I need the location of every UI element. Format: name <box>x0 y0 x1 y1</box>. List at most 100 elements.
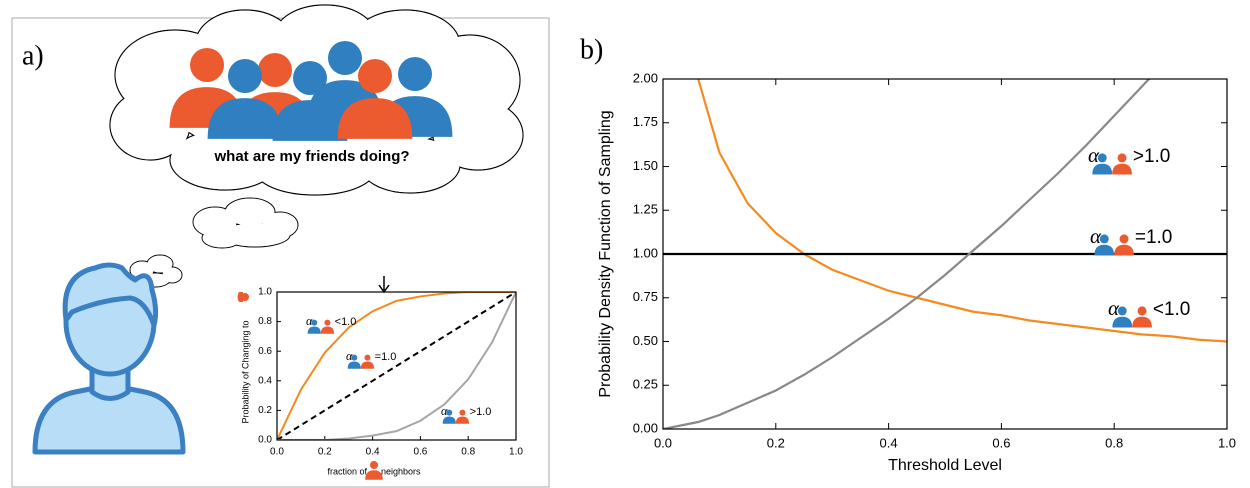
x-tick-label: 1.0 <box>1218 435 1236 450</box>
person-icon <box>1132 306 1152 328</box>
person-head <box>311 319 318 326</box>
x-tick-label: 0.2 <box>767 435 785 450</box>
person-body <box>455 416 470 424</box>
plot-frame <box>276 291 517 441</box>
y-tick-label: 1.00 <box>633 245 658 260</box>
x-tick-label: 0.0 <box>654 435 672 450</box>
annotation-text: >1.0 <box>470 406 492 418</box>
series-line <box>277 292 516 440</box>
person-head <box>1117 153 1127 163</box>
annotation-icons <box>1112 306 1152 328</box>
y-tick-label: 0.4 <box>258 375 272 386</box>
person-head <box>1099 234 1109 244</box>
x-tick-label: 0.0 <box>270 447 284 458</box>
panel-label: b) <box>580 34 603 65</box>
person-body <box>1094 244 1115 256</box>
friends-group <box>169 41 453 141</box>
y-tick-label: 0.75 <box>633 289 658 304</box>
person-body <box>1132 316 1152 328</box>
x-axis-label: neighbors <box>381 466 421 476</box>
person-icon <box>1094 234 1115 256</box>
person-icon <box>1092 153 1113 175</box>
person-body <box>365 470 383 480</box>
person-icon <box>307 319 321 334</box>
person-head <box>398 57 432 91</box>
annotation-symbol: α <box>346 349 353 363</box>
x-tick-label: 0.8 <box>1105 435 1123 450</box>
person-head <box>459 409 466 416</box>
cloud-fill <box>225 198 275 226</box>
x-axis-label: fraction of <box>327 466 367 476</box>
y-axis-label: Probability of Changing to <box>240 320 250 423</box>
person-body <box>1112 316 1133 328</box>
y-tick-label: 0.2 <box>258 405 272 416</box>
person-icon <box>1112 153 1132 175</box>
person-icon <box>337 59 413 139</box>
cloud-fill <box>147 255 173 273</box>
annotation-symbol: α <box>306 314 313 328</box>
person-body <box>272 100 348 141</box>
person-head <box>293 61 327 95</box>
person-head <box>1137 306 1147 316</box>
person-body <box>347 361 361 369</box>
person-head <box>190 48 224 82</box>
plot-frame <box>662 78 1228 430</box>
y-tick-label: 0.25 <box>633 377 658 392</box>
annotation-symbol: α <box>1088 143 1100 167</box>
person-body <box>1092 163 1113 175</box>
person-icon <box>365 461 383 480</box>
person-body <box>320 326 335 334</box>
person-head <box>446 409 453 416</box>
x-tick-label: 0.8 <box>461 447 475 458</box>
x-tick-label: 0.6 <box>413 447 427 458</box>
thought-clouds <box>109 4 524 288</box>
series-line <box>663 79 1151 429</box>
series-line <box>697 79 1227 343</box>
thought-text: what are my friends doing? <box>213 148 409 165</box>
panel-label: a) <box>22 40 44 71</box>
y-tick-label: 1.25 <box>633 202 658 217</box>
annotation-text: =1.0 <box>375 351 397 363</box>
person-head <box>1119 234 1129 244</box>
person-head <box>364 354 371 361</box>
annotation-symbol: α <box>1108 296 1120 320</box>
annotation-text: <1.0 <box>1153 299 1191 320</box>
x-tick-label: 0.2 <box>318 447 332 458</box>
annotation-icons <box>307 319 335 334</box>
person-head <box>358 59 392 93</box>
y-tick-label: 0.0 <box>258 435 272 446</box>
annotation-symbol: α <box>1090 224 1102 248</box>
person-icon <box>347 354 361 369</box>
person-body <box>360 361 375 369</box>
panel-a-frame <box>11 17 550 488</box>
annotation-icons <box>1092 153 1132 175</box>
cloud-fill <box>202 228 242 248</box>
person-head <box>351 354 358 361</box>
person-head <box>228 59 262 93</box>
annotation-text: <1.0 <box>335 316 357 328</box>
y-axis-icon <box>237 292 243 302</box>
person-head <box>1097 153 1107 163</box>
person-body <box>337 98 413 139</box>
person-head <box>258 53 292 87</box>
thinker-hair <box>62 262 159 328</box>
x-axis-label: Threshold Level <box>888 457 1002 474</box>
y-tick-label: 0.50 <box>633 333 658 348</box>
person-head <box>370 461 378 469</box>
annotation-icons <box>442 409 470 424</box>
annotation-icons <box>347 354 375 369</box>
series-line <box>277 292 516 440</box>
y-tick-label: 0.8 <box>258 316 272 327</box>
person-body <box>1112 163 1132 175</box>
y-tick-label: 0.6 <box>258 346 272 357</box>
person-icon <box>272 61 348 141</box>
person-body <box>307 326 321 334</box>
y-tick-label: 1.75 <box>633 114 658 129</box>
annotation-text: =1.0 <box>1135 227 1173 248</box>
x-tick-label: 0.6 <box>992 435 1010 450</box>
person-icon <box>320 319 335 334</box>
series-line <box>277 292 516 440</box>
person-icon <box>207 59 283 139</box>
y-tick-label: 0.00 <box>633 420 658 435</box>
